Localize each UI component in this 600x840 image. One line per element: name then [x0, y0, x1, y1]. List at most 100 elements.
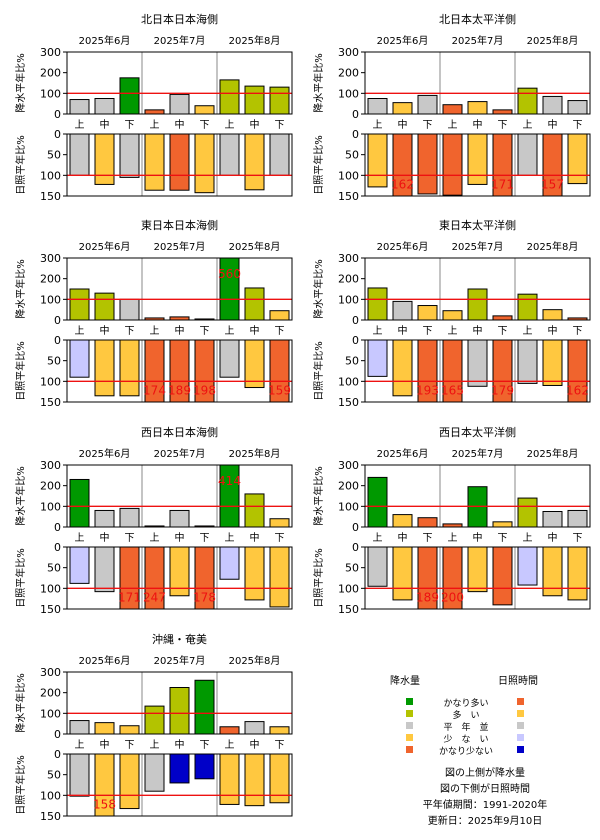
- tick-label: 0: [352, 128, 359, 141]
- sun-bar: [94, 133, 115, 185]
- dekad-label: 下: [275, 740, 285, 751]
- sun-bar: [367, 133, 388, 188]
- tick-label: 0: [54, 521, 61, 534]
- legend-sun-swatch: [517, 734, 524, 741]
- rain-plot-frame: [66, 51, 293, 115]
- rain-bar: [367, 287, 388, 321]
- rain-bar: [119, 298, 140, 321]
- tick-label: 200: [338, 67, 359, 80]
- tick-label: 200: [40, 67, 61, 80]
- dekad-label: 上: [225, 119, 235, 131]
- dekad-label: 下: [498, 120, 508, 131]
- tick-label: 0: [352, 334, 359, 347]
- rain-bar: [542, 511, 563, 528]
- overflow-value-label: 162: [391, 178, 414, 192]
- rain-bar: [417, 517, 438, 528]
- tick-label: 150: [338, 190, 359, 203]
- dekad-label: 中: [175, 531, 185, 544]
- month-label: 2025年8月: [229, 34, 281, 47]
- dekad-label: 上: [373, 119, 383, 131]
- month-label: 2025年7月: [154, 34, 206, 47]
- tick-label: 100: [338, 293, 359, 306]
- rain-bar: [69, 478, 90, 528]
- sun-bar: [467, 339, 488, 387]
- sun-bar: [269, 546, 290, 608]
- rain-plot-frame: [66, 257, 293, 321]
- chart-title: 沖縄・奄美: [152, 632, 207, 646]
- sun-bar: [392, 546, 413, 601]
- sun-bar: [567, 133, 588, 185]
- month-label: 2025年6月: [377, 240, 429, 253]
- sun-bar: [144, 133, 165, 191]
- tick-label: 50: [345, 562, 359, 575]
- sun-bar: [269, 133, 290, 176]
- chart-title: 西日本太平洋側: [439, 425, 516, 439]
- sun-bar: [169, 133, 190, 191]
- dekad-label: 上: [225, 532, 235, 544]
- chart-title: 東日本日本海側: [141, 218, 218, 232]
- sun-bar: [244, 133, 265, 191]
- rain-bar: [269, 86, 290, 115]
- tick-label: 100: [40, 293, 61, 306]
- dekad-label: 中: [250, 118, 260, 131]
- legend-rain-swatch: [406, 722, 413, 729]
- sun-bar: [119, 339, 140, 397]
- dekad-label: 下: [200, 533, 210, 544]
- rain-bar: [144, 109, 165, 115]
- sun-bar: [517, 339, 538, 384]
- rain-bar: [442, 310, 463, 321]
- dekad-label: 下: [573, 533, 583, 544]
- dekad-label: 中: [100, 531, 110, 544]
- rain-plot-frame: [364, 464, 591, 528]
- dekad-label: 上: [150, 739, 160, 751]
- rain-bar: [492, 521, 513, 528]
- rain-bar: [517, 497, 538, 528]
- rain-bar: [194, 679, 215, 735]
- legend-row-low: 少 な い: [380, 732, 590, 745]
- dekad-label: 上: [75, 532, 85, 544]
- legend-row-very-low: かなり少ない: [380, 744, 590, 757]
- rain-bar: [69, 99, 90, 115]
- overflow-value-label: 179: [491, 384, 514, 398]
- y-axis-label-rain: 降水平年比%: [14, 53, 27, 113]
- dekad-label: 上: [225, 739, 235, 751]
- y-axis-label-rain: 降水平年比%: [14, 673, 27, 733]
- rain-bar: [392, 300, 413, 321]
- tick-label: 100: [40, 789, 61, 802]
- dekad-label: 上: [448, 325, 458, 337]
- tick-label: 300: [40, 46, 61, 59]
- tick-label: 200: [40, 687, 61, 700]
- dekad-label: 中: [548, 324, 558, 337]
- dekad-label: 下: [423, 533, 433, 544]
- dekad-label: 上: [225, 325, 235, 337]
- legend-rain-title: 降水量: [390, 676, 420, 687]
- overflow-value-label: 171: [491, 178, 514, 192]
- month-label: 2025年6月: [79, 34, 131, 47]
- sun-plot-frame: [364, 133, 591, 197]
- rain-bar: [169, 93, 190, 115]
- dekad-label: 中: [250, 531, 260, 544]
- sun-plot-frame: [66, 133, 293, 197]
- month-label: 2025年8月: [527, 447, 579, 460]
- tick-label: 50: [345, 149, 359, 162]
- sun-bar: [194, 133, 215, 194]
- rain-bar: [244, 493, 265, 528]
- rain-plot-frame: [66, 671, 293, 735]
- dekad-label: 中: [250, 738, 260, 751]
- legend-row-label: かなり少ない: [438, 747, 493, 757]
- sun-bar: [542, 339, 563, 386]
- rain-bar: [244, 85, 265, 115]
- rain-bar: [442, 104, 463, 115]
- rain-bar: [169, 509, 190, 528]
- rain-bar: [194, 105, 215, 115]
- tick-label: 0: [54, 334, 61, 347]
- rain-bar: [244, 721, 265, 735]
- rain-bar: [94, 722, 115, 735]
- dekad-label: 下: [125, 740, 135, 751]
- y-axis-label-sun: 日照平年比%: [312, 135, 325, 195]
- sun-bar: [467, 546, 488, 593]
- dekad-label: 下: [573, 120, 583, 131]
